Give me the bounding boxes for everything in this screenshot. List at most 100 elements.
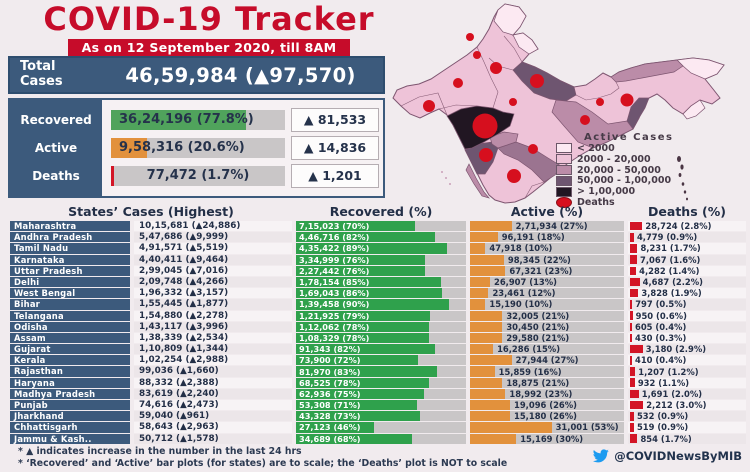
active-bar: 16,286 (15%) — [470, 344, 624, 355]
footnotes: * ▲ indicates increase in the number in … — [18, 446, 507, 469]
deaths-bar-fill — [630, 255, 638, 264]
active-bar-fill — [111, 138, 147, 158]
footnote-2: * ‘Recovered’ and ‘Active’ bar plots (fo… — [18, 457, 508, 469]
legend-label: 20,000 - 50,000 — [577, 164, 661, 176]
active-bar: 15,190 (10%) — [470, 299, 624, 310]
state-name: Karnataka — [10, 254, 130, 265]
active-bar: 31,001 (53%) — [470, 422, 624, 433]
recovered-value: 1,12,062 (78%) — [299, 321, 370, 332]
active-bar-fill — [470, 288, 489, 299]
deaths-value: 1,691 (2.0%) — [641, 388, 703, 399]
recovered-bar-fill: 81,970 (83%) — [296, 366, 438, 377]
recovered-value: 27,123 (46%) — [299, 422, 361, 433]
header: COVID-19 Tracker As on 12 September 2020… — [26, 2, 392, 56]
recovered-value: 62,936 (75%) — [299, 388, 361, 399]
state-cases: 58,643 (▲2,963) — [134, 422, 292, 433]
region-assam — [610, 59, 684, 83]
deaths-value: 519 (0.9%) — [636, 422, 689, 433]
legend-item: 20,000 - 50,000 — [556, 165, 731, 176]
india-choropleth-map: Active Cases < 2000 2000 - 20,000 20,000 -… — [386, 2, 748, 208]
table-row: Odisha 1,43,117 (▲3,996) 1,12,062 (78%) 30,… — [10, 321, 746, 332]
deaths-bar: 932 (1.1%) — [628, 377, 746, 388]
header-active: Active (%) — [510, 204, 584, 219]
active-value: 18,992 (23%) — [509, 388, 573, 399]
table-row: Telangana 1,54,880 (▲2,278) 1,21,925 (79%)… — [10, 310, 746, 321]
active-value: 16,286 (15%) — [497, 344, 561, 355]
state-name: Madhya Pradesh — [10, 388, 130, 400]
deaths-value: 2,212 (3.0%) — [646, 400, 707, 411]
region-arunachal — [676, 57, 725, 80]
active-bar: 19,096 (26%) — [470, 400, 624, 411]
active-bar: 18,992 (23%) — [470, 388, 624, 400]
active-bar-fill — [470, 254, 504, 265]
state-name: Telangana — [10, 310, 130, 321]
active-bar-fill — [470, 377, 503, 388]
state-cases: 5,47,686 (▲9,999) — [134, 232, 292, 243]
legend-label: Deaths — [577, 196, 615, 208]
deaths-value: 28,724 (2.8%) — [645, 221, 712, 232]
deaths-value: 950 (0.6%) — [635, 310, 687, 321]
active-value: 32,005 (21%) — [506, 310, 570, 321]
state-cases: 88,332 (▲2,388) — [134, 377, 292, 388]
twitter-handle: @COVIDNewsByMIB — [614, 449, 742, 463]
recovered-bar-fill: 3,34,999 (76%) — [296, 254, 426, 265]
recovered-label: Recovered — [20, 113, 92, 127]
state-cases: 4,91,571 (▲5,519) — [134, 243, 292, 254]
deaths-bar: 519 (0.9%) — [628, 422, 746, 433]
recovered-bar: 62,936 (75%) — [296, 388, 466, 400]
table-row: Delhi 2,09,748 (▲4,266) 1,78,154 (85%) 26,9… — [10, 276, 746, 288]
table-row: Haryana 88,332 (▲2,388) 68,525 (78%) 18,875… — [10, 377, 746, 388]
table-row: Jharkhand 59,040 (▲961) 43,328 (73%) 15,180… — [10, 411, 746, 422]
active-bar: 18,875 (21%) — [470, 377, 624, 388]
active-bar-fill — [470, 265, 506, 276]
active-delta: ▲ 14,836 — [291, 136, 379, 160]
states-table: States’ Cases (Highest) Recovered (%) Ac… — [10, 204, 746, 445]
deaths-bar-fill — [630, 311, 633, 320]
state-cases: 2,99,045 (▲7,016) — [134, 265, 292, 276]
deaths-bar: 8,231 (1.7%) — [628, 243, 746, 254]
recovered-value: 1,78,154 (85%) — [299, 277, 370, 288]
deaths-bar-fill — [630, 233, 634, 242]
recovered-delta: ▲ 81,533 — [291, 108, 379, 132]
region-uttar-pradesh — [512, 61, 577, 102]
deaths-value: 430 (0.3%) — [635, 332, 687, 343]
deaths-bar: 4,779 (0.9%) — [628, 232, 746, 243]
recovered-value: 68,525 (78%) — [299, 377, 361, 388]
deaths-bar: 7,067 (1.6%) — [628, 254, 746, 265]
state-name: Gujarat — [10, 344, 130, 355]
andaman-islands — [677, 156, 688, 201]
deaths-bar: 28,724 (2.8%) — [628, 221, 746, 232]
state-name: Kerala — [10, 355, 130, 366]
recovered-bar-fill: 68,525 (78%) — [296, 377, 429, 388]
deaths-bar-fill — [630, 389, 639, 399]
deaths-bar: 4,687 (2.2%) — [628, 276, 746, 288]
deaths-bar-fill — [630, 356, 632, 365]
region-telangana — [489, 131, 519, 149]
active-value: 23,461 (12%) — [492, 288, 556, 299]
table-row: Kerala 1,02,254 (▲2,988) 73,900 (72%) 27,94… — [10, 355, 746, 366]
active-bar-fill — [470, 344, 494, 355]
recovered-bar-fill: 27,123 (46%) — [296, 422, 375, 433]
active-bar-fill — [470, 321, 503, 332]
recovered-bar: 91,343 (82%) — [296, 344, 466, 355]
active-bar-fill — [470, 221, 512, 232]
legend-items: < 2000 2000 - 20,000 20,000 - 50,000 50,000… — [556, 143, 731, 208]
active-value: 26,907 (13%) — [494, 277, 557, 288]
deaths-bar: 77,472 (1.7%) — [111, 166, 285, 186]
deaths-bar-fill — [630, 434, 638, 443]
state-name: Tamil Nadu — [10, 243, 130, 254]
active-value: 15,169 (30%) — [520, 433, 584, 444]
deaths-value: 3,828 (1.9%) — [641, 288, 702, 299]
active-value: 18,875 (21%) — [506, 377, 570, 388]
active-value: 31,001 (53%) — [555, 422, 619, 433]
active-bar: 15,859 (16%) — [470, 366, 624, 377]
state-name: Punjab — [10, 400, 130, 411]
state-cases: 10,15,681 (▲24,886) — [134, 221, 292, 232]
active-bar: 2,71,934 (27%) — [470, 221, 624, 232]
deaths-bar: 3,180 (2.9%) — [628, 344, 746, 355]
active-value: 67,321 (23%) — [509, 265, 573, 276]
table-row: Uttar Pradesh 2,99,045 (▲7,016) 2,27,442 (… — [10, 265, 746, 276]
recovered-value: 4,35,422 (89%) — [299, 243, 370, 254]
active-bar-fill — [470, 232, 498, 243]
recovered-bar-fill: 1,08,329 (78%) — [296, 332, 429, 344]
